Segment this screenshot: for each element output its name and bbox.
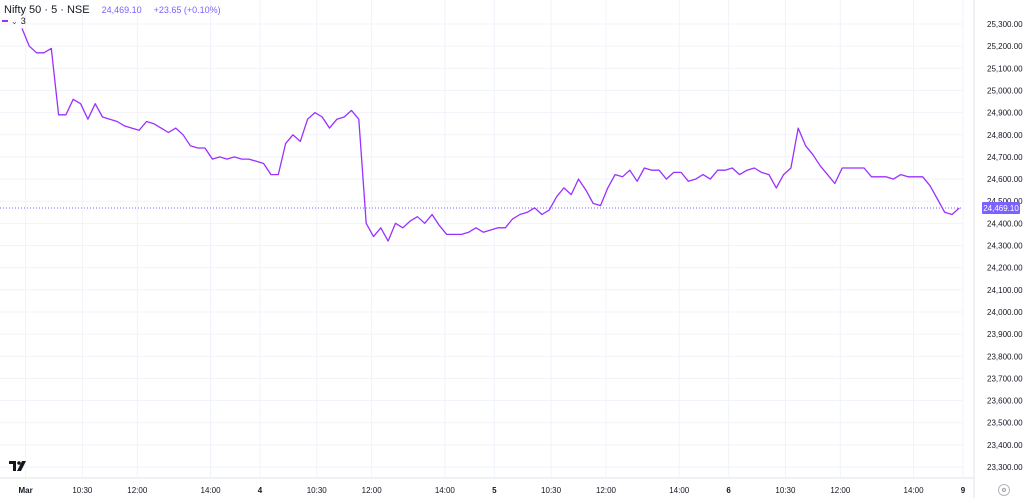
indicator-color-swatch xyxy=(2,20,8,22)
y-tick-label: 24,100.00 xyxy=(987,286,1023,295)
y-tick-label: 25,000.00 xyxy=(987,86,1023,95)
y-tick-label: 24,700.00 xyxy=(987,153,1023,162)
chevron-down-icon[interactable]: ⌄ xyxy=(11,16,18,26)
y-tick-label: 23,700.00 xyxy=(987,374,1023,383)
x-tick-label: 14:00 xyxy=(201,486,222,495)
y-tick-label: 24,800.00 xyxy=(987,131,1023,140)
x-tick-label: 12:00 xyxy=(830,486,851,495)
current-price-label: 24,469.10 xyxy=(983,204,1019,213)
price-change: +23.65 (+0.10%) xyxy=(153,5,221,15)
symbol-title[interactable]: Nifty 50 · 5 · NSE xyxy=(4,4,90,16)
y-tick-label: 24,600.00 xyxy=(987,175,1023,184)
symbol-header: Nifty 50 · 5 · NSE 24,469.10 +23.65 (+0.… xyxy=(4,4,221,16)
x-tick-label: 10:30 xyxy=(541,486,562,495)
x-tick-label: 10:30 xyxy=(775,486,796,495)
x-tick-label: 6 xyxy=(726,486,731,495)
x-tick-label: 4 xyxy=(258,486,263,495)
y-tick-label: 23,400.00 xyxy=(987,441,1023,450)
x-tick-label: 5 xyxy=(492,486,497,495)
indicator-count: 3 xyxy=(20,16,26,26)
x-tick-label: 14:00 xyxy=(435,486,456,495)
indicator-legend[interactable]: ⌄ 3 xyxy=(2,16,26,26)
y-tick-label: 24,300.00 xyxy=(987,242,1023,251)
x-tick-label: 12:00 xyxy=(596,486,617,495)
x-tick-label: Mar xyxy=(19,486,33,495)
y-tick-label: 24,400.00 xyxy=(987,219,1023,228)
x-tick-label: 14:00 xyxy=(669,486,690,495)
last-price: 24,469.10 xyxy=(101,5,142,15)
x-tick-label: 12:00 xyxy=(362,486,383,495)
y-tick-label: 25,200.00 xyxy=(987,42,1023,51)
x-tick-label: 9 xyxy=(961,486,966,495)
y-tick-label: 23,600.00 xyxy=(987,397,1023,406)
y-tick-label: 24,200.00 xyxy=(987,264,1023,273)
y-tick-label: 23,900.00 xyxy=(987,330,1023,339)
x-tick-label: 10:30 xyxy=(307,486,328,495)
y-tick-label: 25,100.00 xyxy=(987,64,1023,73)
current-price-label-bg xyxy=(982,202,1020,215)
y-tick-label: 23,500.00 xyxy=(987,419,1023,428)
y-tick-label: 24,500.00 xyxy=(987,197,1023,206)
series-line[interactable] xyxy=(21,28,960,242)
y-tick-label: 23,800.00 xyxy=(987,352,1023,361)
y-tick-label: 23,300.00 xyxy=(987,463,1023,472)
gear-icon[interactable]: ⚙ xyxy=(998,484,1010,496)
y-tick-label: 24,900.00 xyxy=(987,109,1023,118)
x-tick-label: 10:30 xyxy=(72,486,93,495)
tradingview-logo-icon[interactable] xyxy=(8,458,28,474)
x-tick-label: 14:00 xyxy=(904,486,925,495)
y-tick-label: 25,300.00 xyxy=(987,20,1023,29)
y-tick-label: 24,000.00 xyxy=(987,308,1023,317)
x-tick-label: 12:00 xyxy=(127,486,148,495)
